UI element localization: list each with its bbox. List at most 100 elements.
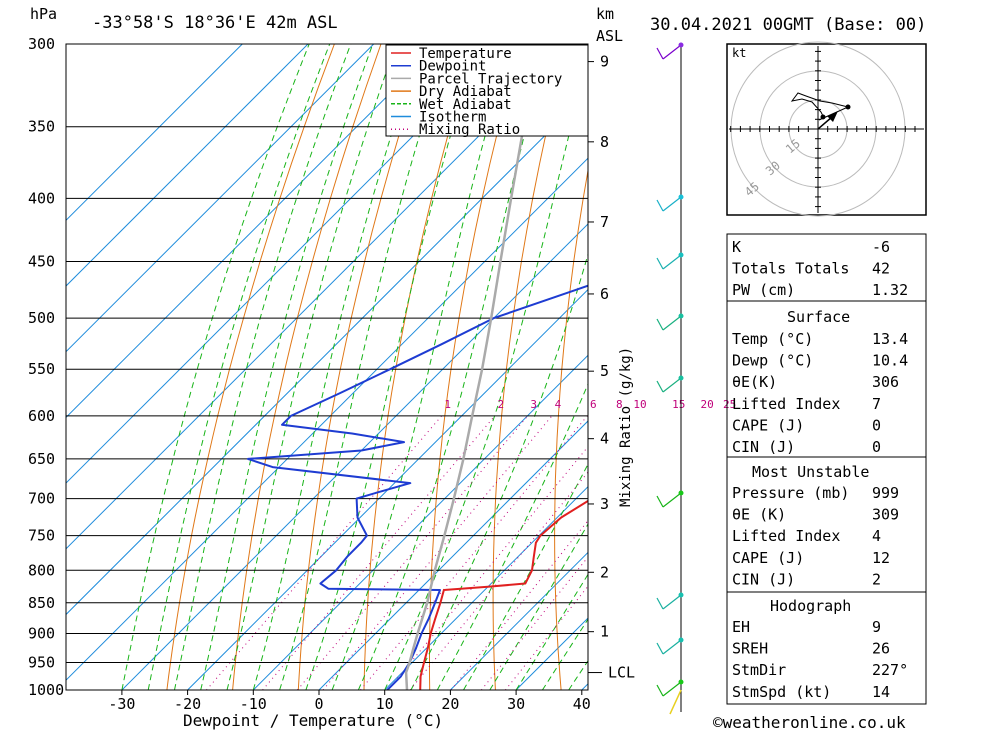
mixing-ratio-line: [262, 415, 496, 690]
wind-barb-feather: [656, 495, 664, 508]
wind-barb-feather: [656, 47, 664, 60]
table-row-value: 0: [872, 438, 881, 456]
table-row-label: PW (cm): [732, 281, 795, 299]
height-tick-label: 4: [600, 430, 609, 448]
height-unit-label: km: [596, 5, 614, 23]
pressure-tick-label: 750: [28, 527, 55, 545]
table-row-value: -6: [872, 238, 890, 256]
wind-level-dot: [678, 679, 684, 685]
mixing-ratio-label: 3: [530, 398, 537, 411]
lcl-label: LCL: [608, 664, 635, 682]
mixing-ratio-label: 8: [616, 398, 623, 411]
legend-label: Temperature: [419, 46, 512, 62]
table-row-value: 1.32: [872, 281, 908, 299]
table-row-value: 26: [872, 640, 890, 658]
pressure-tick-labels: 300 350 400 450 500 550 600 650 700 750 800 850 900 9…: [28, 35, 64, 699]
wet-adiabat-line: [252, 44, 422, 690]
wind-barb-feather: [656, 257, 664, 270]
mixing-ratio-label: 20: [701, 398, 714, 411]
height-tick-label: 8: [600, 133, 609, 151]
isotherm-line: [450, 551, 588, 690]
legend-label: Parcel Trajectory: [419, 71, 562, 87]
mixing-ratio-labels: 1 2 3 4 6 8 10 15 20 25: [444, 398, 736, 411]
mixing-ratio-line: [360, 415, 588, 690]
wind-level-dot: [678, 313, 684, 319]
table-row-label: Temp (°C): [732, 330, 813, 348]
wind-level-dot: [678, 375, 684, 381]
wind-barb-feather: [656, 199, 664, 212]
x-tick-label: 0: [314, 695, 323, 713]
table-row-value: 227°: [872, 661, 908, 679]
wet-adiabat-line: [357, 44, 550, 690]
wind-level-dot: [678, 42, 684, 48]
table-row-label: θE(K): [732, 373, 777, 391]
table-row-label: CAPE (J): [732, 416, 804, 434]
table-row-value: 306: [872, 373, 899, 391]
table-row-label: EH: [732, 618, 750, 636]
temperature-profile: [419, 499, 588, 690]
wind-level-dot: [678, 637, 684, 643]
table-row-value: 42: [872, 260, 890, 278]
mixing-ratio-line: [322, 415, 553, 690]
table-row-value: 999: [872, 484, 899, 502]
mixing-ratio-line: [206, 415, 442, 690]
table-row-value: 4: [872, 527, 881, 545]
pressure-tick-label: 950: [28, 653, 55, 671]
profile-lines: [246, 44, 588, 690]
station-location: -33°58'S 18°36'E 42m ASL: [92, 13, 338, 33]
dry-adiabat-line: [232, 44, 382, 690]
pressure-tick-label: 850: [28, 594, 55, 612]
wind-barb-icon: [662, 315, 682, 331]
isotherm-line: [66, 44, 440, 419]
credit-text: ©weatheronline.co.uk: [713, 713, 906, 732]
storm-motion-vector: [817, 116, 833, 130]
pressure-unit-label: hPa: [30, 5, 57, 23]
storm-motion-arrow-icon: [827, 111, 838, 122]
hodograph-table-title: Hodograph: [770, 597, 851, 615]
mixing-ratio-label: 10: [633, 398, 646, 411]
dewpoint-profile: [246, 284, 588, 690]
table-row-label: Dewp (°C): [732, 352, 813, 370]
hodograph-trace: [790, 92, 850, 121]
isotherm-line: [66, 91, 588, 616]
x-axis-label: Dewpoint / Temperature (°C): [183, 711, 443, 730]
height-tick-label: 5: [600, 362, 609, 380]
wet-adiabat-line: [226, 44, 397, 690]
dry-adiabat-line: [363, 44, 475, 690]
height-tick-label: 1: [600, 623, 609, 641]
isotherm-line: [66, 44, 243, 222]
height-tick-label: 7: [600, 213, 609, 231]
table-row-label: Lifted Index: [732, 527, 840, 545]
pressure-tick-label: 1000: [28, 681, 64, 699]
isotherm-line: [121, 223, 588, 690]
wind-level-dot: [678, 194, 684, 200]
dry-adiabat-line: [985, 44, 1000, 690]
x-tick-label: -10: [240, 695, 267, 713]
pressure-tick-label: 350: [28, 118, 55, 136]
table-row-label: θE (K): [732, 506, 786, 524]
table-row-value: 9: [872, 618, 881, 636]
table-row-value: 14: [872, 683, 890, 701]
mixing-ratio-label: 1: [444, 398, 451, 411]
height-tick-label: 9: [600, 53, 609, 71]
table-row-label: K: [732, 238, 741, 256]
table-row-value: 2: [872, 570, 881, 588]
wet-adiabat-line: [121, 44, 310, 690]
wind-barb-icon: [662, 639, 682, 655]
height-tick-label: 3: [600, 495, 609, 513]
table-row-value: 13.4: [872, 330, 908, 348]
wind-level-dot: [678, 490, 684, 496]
pressure-tick-label: 300: [28, 35, 55, 53]
pressure-tick-label: 400: [28, 189, 55, 207]
wind-level-dot: [678, 252, 684, 258]
mixing-ratio-label: 4: [555, 398, 562, 411]
x-tick-label: 40: [573, 695, 591, 713]
pressure-tick-label: 600: [28, 407, 55, 425]
wet-adiabat-line: [174, 44, 352, 690]
isotherm-line: [66, 44, 309, 287]
x-tick-label: 30: [507, 695, 525, 713]
pressure-tick-label: 550: [28, 360, 55, 378]
indices-panel: Surface Most Unstable Hodograph K -6 Total…: [726, 233, 927, 705]
table-row-value: 7: [872, 395, 881, 413]
